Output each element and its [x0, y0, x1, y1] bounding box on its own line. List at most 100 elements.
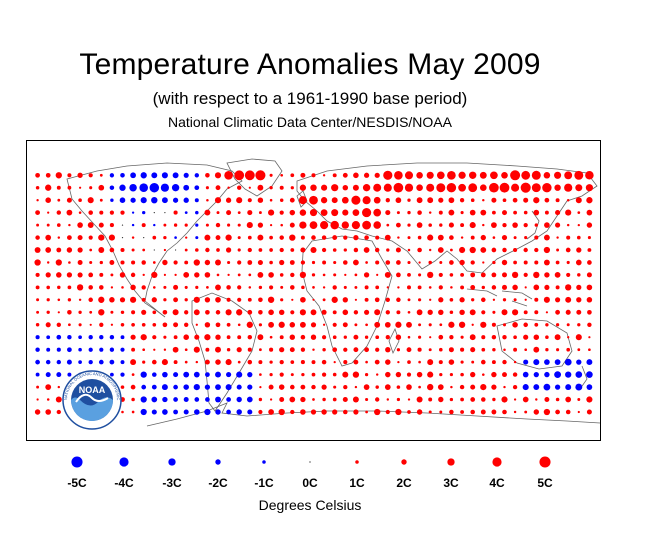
anomaly-dot [226, 347, 231, 352]
anomaly-dot [195, 323, 198, 326]
anomaly-dot [57, 236, 61, 239]
anomaly-dot [152, 335, 157, 340]
anomaly-dot [299, 221, 307, 229]
anomaly-dot [311, 235, 316, 240]
anomaly-dot [226, 372, 232, 378]
anomaly-dot [364, 347, 369, 353]
anomaly-dot [78, 360, 82, 364]
anomaly-dot [78, 310, 82, 314]
anomaly-dot [544, 222, 550, 228]
anomaly-dot [438, 309, 444, 316]
anomaly-dot [226, 335, 231, 340]
anomaly-dot [120, 172, 125, 178]
anomaly-dot [565, 409, 571, 415]
anomaly-dot [257, 197, 264, 203]
anomaly-dot [470, 371, 476, 378]
anomaly-dot [502, 210, 507, 216]
anomaly-dot [374, 309, 381, 316]
anomaly-dot [577, 273, 581, 277]
anomaly-dot [173, 409, 179, 415]
anomaly-dot [587, 236, 591, 240]
anomaly-dot [279, 259, 285, 266]
anomaly-dot [491, 222, 497, 228]
anomaly-dot [300, 360, 305, 365]
anomaly-dot [195, 248, 199, 252]
anomaly-dot [533, 346, 540, 353]
anomaly-dot [98, 247, 105, 253]
anomaly-dot [89, 323, 92, 326]
anomaly-dot [351, 220, 361, 230]
anomaly-dot [460, 285, 465, 290]
anomaly-dot [458, 171, 466, 179]
anomaly-dot [342, 396, 348, 403]
anomaly-dot [576, 297, 582, 303]
anomaly-dot [407, 236, 411, 240]
anomaly-dot [492, 260, 496, 265]
anomaly-dot [246, 396, 253, 403]
anomaly-dot [555, 297, 561, 303]
anomaly-dot [533, 197, 540, 204]
anomaly-dot [140, 197, 147, 204]
anomaly-dot [205, 186, 209, 190]
anomaly-dot [407, 285, 411, 290]
anomaly-dot [46, 298, 50, 302]
anomaly-dot [513, 398, 517, 401]
anomaly-dot [342, 309, 349, 316]
anomaly-dot [45, 359, 51, 365]
anomaly-dot [322, 397, 326, 402]
anomaly-dot [565, 296, 572, 303]
anomaly-dot [140, 334, 147, 341]
anomaly-dot [227, 223, 231, 227]
anomaly-dot [149, 182, 160, 193]
anomaly-dot [47, 211, 50, 214]
anomaly-dot [322, 286, 326, 289]
anomaly-dot [258, 397, 263, 402]
anomaly-dot [226, 210, 232, 216]
anomaly-dot [363, 272, 370, 278]
anomaly-dot [459, 297, 465, 303]
anomaly-dot [89, 248, 93, 252]
anomaly-dot [76, 284, 84, 291]
anomaly-dot [459, 259, 465, 266]
anomaly-dot [439, 372, 443, 377]
anomaly-dot [449, 273, 454, 277]
anomaly-dot [416, 409, 423, 415]
anomaly-dot [185, 236, 188, 239]
anomaly-dot [268, 321, 274, 328]
anomaly-dot [109, 260, 115, 265]
anomaly-dot [341, 196, 349, 204]
africa-outline [301, 235, 393, 367]
anomaly-dot [141, 384, 147, 390]
anomaly-dot [120, 247, 125, 253]
anomaly-dot [545, 348, 549, 352]
anomaly-dot [119, 184, 126, 191]
anomaly-dot [98, 296, 105, 303]
anomaly-dot [331, 184, 339, 192]
anomaly-dot [352, 209, 360, 216]
anomaly-dot [534, 223, 538, 227]
anomaly-dot [172, 172, 179, 179]
anomaly-dot [173, 260, 178, 265]
anomaly-dot [491, 371, 497, 378]
anomaly-dot [237, 223, 241, 227]
anomaly-dot [130, 284, 136, 291]
anomaly-dot [78, 347, 82, 352]
anomaly-dot [353, 347, 359, 353]
anomaly-dot [438, 297, 444, 303]
anomaly-dot [586, 222, 593, 228]
anomaly-dot [375, 260, 380, 265]
anomaly-dot [395, 334, 402, 340]
anomaly-dot [481, 347, 486, 352]
anomaly-dot [35, 323, 40, 327]
anomaly-dot [386, 286, 389, 289]
anomaly-dot [344, 273, 347, 277]
anomaly-dot [554, 334, 561, 341]
anomaly-dot [184, 310, 189, 315]
anomaly-dot [36, 298, 40, 302]
anomaly-dot [566, 198, 570, 202]
anomaly-dot [353, 334, 359, 340]
anomaly-dot [289, 347, 295, 353]
anomaly-dot [119, 272, 126, 278]
anomaly-dot [204, 234, 211, 241]
legend-label: -5C [67, 476, 87, 490]
